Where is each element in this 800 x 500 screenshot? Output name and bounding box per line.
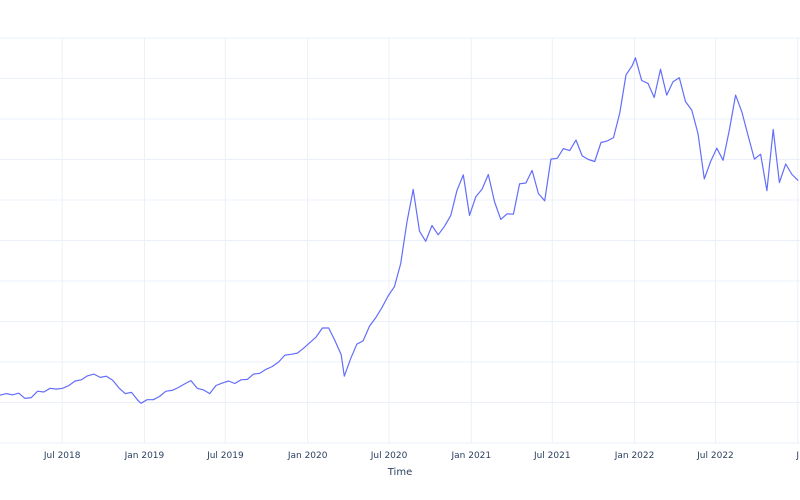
x-tick-label: Jan 2019 — [124, 451, 165, 461]
x-tick-label: Jan 2022 — [614, 451, 655, 461]
x-tick-label: Jul 2022 — [696, 451, 734, 461]
x-tick-label: Jul 2021 — [533, 451, 571, 461]
x-tick-label: Jul 2019 — [206, 451, 244, 461]
x-tick-label: Jul 2020 — [370, 451, 408, 461]
x-axis-ticks: Jul 2018 Jan 2019 Jul 2019 Jan 2020 Jul 2020… — [43, 451, 799, 461]
x-tick-label: Jul 2018 — [43, 451, 81, 461]
x-tick-label: Jan 2020 — [287, 451, 328, 461]
x-axis-title: Time — [387, 467, 412, 478]
series-line — [0, 57, 799, 404]
x-tick-label: J — [795, 451, 799, 461]
grid — [0, 37, 800, 444]
x-tick-label: Jan 2021 — [451, 451, 492, 461]
